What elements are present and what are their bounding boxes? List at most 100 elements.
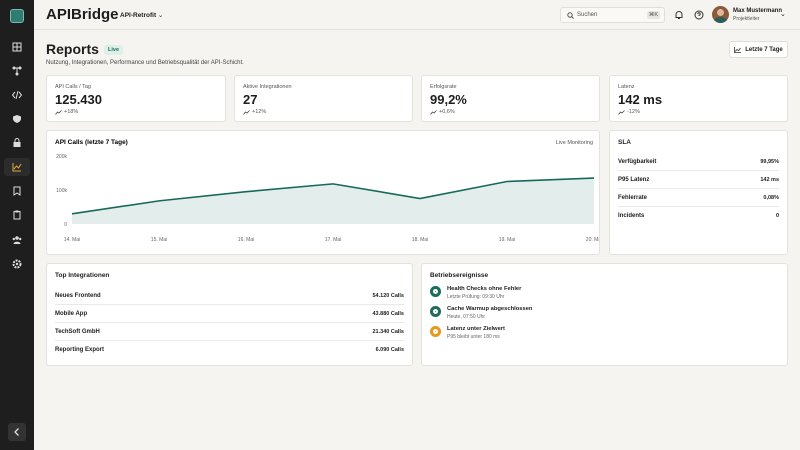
search-placeholder: Suchen xyxy=(577,12,598,18)
kpi-trend-text: +0,6% xyxy=(439,109,455,115)
integration-name: Reporting Export xyxy=(55,347,104,353)
nav-tasks[interactable] xyxy=(12,210,22,220)
kpi-label: API Calls / Tag xyxy=(55,84,91,90)
sla-label: P95 Latenz xyxy=(618,176,650,183)
help[interactable] xyxy=(694,10,704,20)
page-title: Reports xyxy=(46,41,99,57)
event-icon xyxy=(430,306,441,317)
kpi-value: 125.430 xyxy=(55,92,102,107)
trend-icon xyxy=(55,109,62,115)
sla-label: Fehlerrate xyxy=(618,194,648,201)
avatar[interactable] xyxy=(712,6,729,23)
kpi-label: Erfolgsrate xyxy=(430,84,457,90)
sla-label: Verfügbarkeit xyxy=(618,158,657,165)
line xyxy=(71,177,595,215)
chart-note: Live Monitoring xyxy=(556,140,593,146)
integration-name: TechSoft GmbH xyxy=(55,328,100,335)
project-name: API-Retrofit xyxy=(120,12,157,19)
kpi-trend: +18% xyxy=(55,109,78,115)
events-title: Betriebsereignisse xyxy=(430,272,489,279)
events-card: Betriebsereignisse Health Checks ohne Fe… xyxy=(421,263,788,366)
kpi-trend: +12% xyxy=(243,109,266,115)
notifications[interactable] xyxy=(674,10,684,20)
kpi-label: Latenz xyxy=(618,84,635,90)
user-role: Projektleiter xyxy=(733,16,760,22)
x-tick-label: 16. Mai xyxy=(238,237,254,243)
x-tick-label: 14. Mai xyxy=(64,237,80,243)
x-tick-label: 17. Mai xyxy=(325,237,341,243)
event-title: Health Checks ohne Fehler xyxy=(447,286,522,292)
integration-calls: 6.090 Calls xyxy=(375,347,404,353)
y-tick-label: 200k xyxy=(56,154,67,160)
kpi-card: Latenz 142 ms -12% xyxy=(609,75,788,122)
x-tick-label: 20. Mai xyxy=(586,237,599,243)
area xyxy=(72,178,594,224)
nav-reports[interactable] xyxy=(12,162,22,172)
trend-icon xyxy=(430,109,437,115)
y-tick-label: 0 xyxy=(64,222,67,228)
integration-name: Mobile App xyxy=(55,310,88,317)
integration-row: TechSoft GmbH 21.340 Calls xyxy=(55,323,404,341)
sidebar xyxy=(0,0,34,450)
sla-value: 99,95% xyxy=(760,158,779,165)
sla-row: P95 Latenz 142 ms xyxy=(618,171,779,189)
nav-dashboard[interactable] xyxy=(12,42,22,52)
sla-card: SLA Verfügbarkeit 99,95% P95 Latenz 142 ms F… xyxy=(609,130,788,255)
event-icon xyxy=(430,326,441,337)
kpi-card: API Calls / Tag 125.430 +18% xyxy=(46,75,226,122)
integration-name: Neues Frontend xyxy=(55,292,101,299)
kpi-trend-text: +12% xyxy=(252,109,267,115)
event-title: Cache Warmup abgeschlossen xyxy=(447,306,533,312)
y-tick-label: 100k xyxy=(56,188,67,194)
nav-team[interactable] xyxy=(12,235,22,245)
user-name: Max Mustermann xyxy=(733,8,783,14)
user-menu-caret[interactable]: ⌄ xyxy=(780,11,786,18)
integration-calls: 54.120 Calls xyxy=(372,292,405,299)
project-select[interactable]: API-Retrofit ⌄ xyxy=(120,12,164,19)
trend-icon xyxy=(618,109,625,115)
integrations-card: Top Integrationen Neues Frontend 54.120 C… xyxy=(46,263,413,366)
nav-settings[interactable] xyxy=(12,259,22,269)
kpi-trend: +0,6% xyxy=(430,109,455,115)
kpi-value: 99,2% xyxy=(430,92,467,107)
sla-row: Incidents 0 xyxy=(618,207,779,225)
sla-value: 142 ms xyxy=(760,176,779,183)
date-range-button[interactable]: Letzte 7 Tage xyxy=(729,41,788,58)
chart-title: API Calls (letzte 7 Tage) xyxy=(55,139,128,146)
integration-calls: 43.880 Calls xyxy=(372,310,405,317)
brand: APIBridge xyxy=(46,6,119,23)
event-title: Latenz unter Zielwert xyxy=(447,326,505,332)
sla-value: 0 xyxy=(775,213,779,219)
search-shortcut: ⌘K xyxy=(646,11,660,19)
nav-flows[interactable] xyxy=(12,66,22,76)
event-time: P95 bleibt unter 180 ms xyxy=(447,334,500,340)
kpi-card: Aktive Integrationen 27 +12% xyxy=(234,75,413,122)
kpi-value: 142 ms xyxy=(618,92,663,107)
kpi-trend-text: +18% xyxy=(64,109,79,115)
integrations-title: Top Integrationen xyxy=(55,272,110,279)
date-range-label: Letzte 7 Tage xyxy=(745,46,783,53)
event-icon xyxy=(430,286,441,297)
sla-value: 0,08% xyxy=(763,194,779,201)
x-tick-label: 18. Mai xyxy=(412,237,428,243)
kpi-trend: -12% xyxy=(618,109,640,115)
nav-bookmarks[interactable] xyxy=(12,186,22,196)
chart: API Calls (letzte 7 Tage) Live Monitoring… xyxy=(55,139,602,243)
nav-code[interactable] xyxy=(12,90,22,100)
nav-lock[interactable] xyxy=(12,138,22,148)
nav-security[interactable] xyxy=(12,114,22,124)
kpi-trend-text: -12% xyxy=(627,109,640,115)
sla-row: Verfügbarkeit 99,95% xyxy=(618,153,779,171)
integration-row: Neues Frontend 54.120 Calls xyxy=(55,287,404,305)
kpi-label: Aktive Integrationen xyxy=(243,84,292,90)
topbar xyxy=(34,0,800,30)
x-tick-label: 19. Mai xyxy=(499,237,515,243)
live-badge: Live xyxy=(104,45,124,55)
search-box[interactable]: Suchen ⌘K xyxy=(560,7,665,23)
integration-row: Mobile App 43.880 Calls xyxy=(55,305,404,323)
page-subtitle: Nutzung, Integrationen, Performance und … xyxy=(46,60,244,66)
logo-icon[interactable] xyxy=(10,9,24,23)
sla-title: SLA xyxy=(618,139,631,146)
collapse-button[interactable] xyxy=(8,423,26,441)
